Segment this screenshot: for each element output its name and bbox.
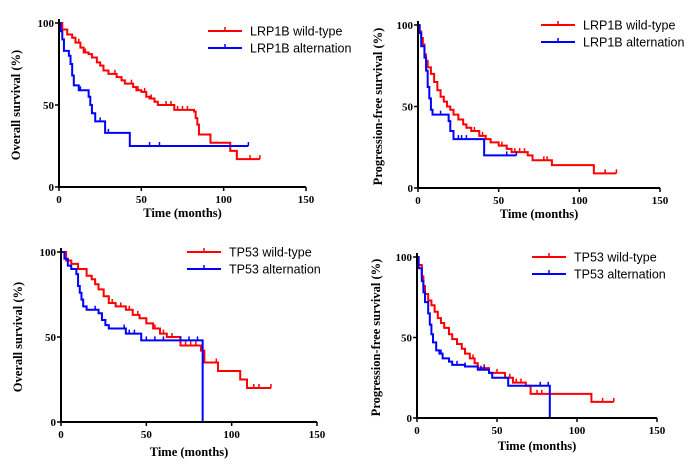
y-tick-label: 0 bbox=[407, 413, 413, 425]
survival-curve-wild-type bbox=[61, 251, 271, 389]
y-axis-title: Progression-free survival (%) bbox=[371, 28, 385, 186]
legend-label: TP53 wild-type bbox=[574, 251, 657, 265]
x-axis-title: Time (months) bbox=[150, 445, 229, 459]
y-tick-label: 0 bbox=[49, 182, 55, 194]
x-tick-label: 0 bbox=[414, 425, 420, 437]
x-tick-label: 0 bbox=[415, 195, 421, 207]
x-tick-label: 150 bbox=[298, 194, 315, 206]
x-tick-label: 150 bbox=[309, 429, 326, 441]
y-tick-label: 100 bbox=[397, 20, 414, 32]
legend-label: TP53 alternation bbox=[229, 263, 321, 277]
km-panel-3: TP53 wild-type TP53 alternation 0 50 100 150 0… bbox=[11, 246, 326, 460]
y-tick-label: 100 bbox=[38, 18, 55, 30]
x-axis-title: Time (months) bbox=[143, 206, 222, 220]
x-tick-label: 100 bbox=[569, 425, 586, 437]
x-tick-label: 150 bbox=[649, 425, 666, 437]
y-tick-label: 100 bbox=[396, 252, 413, 264]
x-tick-label: 0 bbox=[56, 194, 62, 206]
y-axis-title: Overall survival (%) bbox=[11, 282, 25, 392]
legend-label: LRP1B wild-type bbox=[583, 19, 675, 33]
legend-label: LRP1B alternation bbox=[250, 42, 352, 56]
y-axis-title: Overall survival (%) bbox=[9, 50, 23, 160]
x-tick-label: 150 bbox=[652, 195, 669, 207]
legend-label: TP53 wild-type bbox=[229, 246, 312, 260]
x-tick-label: 50 bbox=[136, 194, 148, 206]
x-tick-label: 0 bbox=[58, 429, 64, 441]
x-axis-title: Time (months) bbox=[498, 439, 577, 453]
x-tick-label: 100 bbox=[215, 194, 232, 206]
x-tick-label: 100 bbox=[223, 429, 240, 441]
x-tick-label: 50 bbox=[141, 429, 153, 441]
y-axis-title: Progression-free survival (%) bbox=[369, 259, 383, 417]
legend-label: LRP1B wild-type bbox=[250, 25, 342, 39]
km-panel-1: LRP1B wild-type LRP1B alternation 0 50 100 15… bbox=[9, 18, 352, 220]
y-tick-label: 100 bbox=[40, 247, 57, 259]
y-tick-label: 50 bbox=[43, 100, 55, 112]
km-panel-2: LRP1B wild-type LRP1B alternation 0 50 100 15… bbox=[371, 19, 685, 222]
survival-curve-alternation bbox=[61, 251, 204, 422]
x-tick-label: 50 bbox=[492, 425, 504, 437]
x-tick-label: 100 bbox=[571, 195, 588, 207]
y-tick-label: 0 bbox=[408, 183, 414, 195]
y-tick-label: 50 bbox=[402, 102, 414, 114]
survival-curve-alternation bbox=[417, 256, 551, 418]
y-tick-label: 0 bbox=[51, 417, 57, 429]
legend-label: TP53 alternation bbox=[574, 268, 666, 282]
x-tick-label: 50 bbox=[493, 195, 505, 207]
survival-curve-alternation bbox=[418, 24, 517, 157]
survival-curve-wild-type bbox=[59, 22, 260, 161]
x-axis-title: Time (months) bbox=[500, 207, 579, 221]
legend-label: LRP1B alternation bbox=[583, 36, 685, 50]
y-tick-label: 50 bbox=[45, 332, 57, 344]
y-tick-label: 50 bbox=[401, 333, 413, 345]
survival-curve-alternation bbox=[59, 22, 249, 147]
km-panel-4: TP53 wild-type TP53 alternation 0 50 100 150 0… bbox=[369, 251, 666, 454]
